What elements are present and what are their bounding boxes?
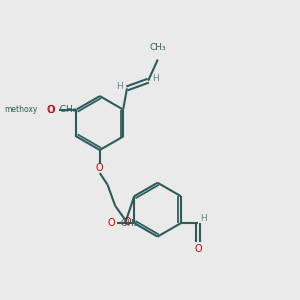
Text: methoxy: methoxy [4,105,38,114]
Text: O: O [107,218,115,228]
Text: O: O [48,105,55,115]
Text: H: H [116,82,123,91]
Text: CH₃: CH₃ [115,219,137,228]
Text: CH₃: CH₃ [54,105,77,114]
Text: O: O [96,163,103,173]
Text: H: H [152,74,159,83]
Text: O: O [194,244,202,254]
Text: CH₃: CH₃ [149,43,166,52]
Text: H: H [201,214,207,223]
Text: O: O [47,105,54,115]
Text: O: O [124,217,131,227]
